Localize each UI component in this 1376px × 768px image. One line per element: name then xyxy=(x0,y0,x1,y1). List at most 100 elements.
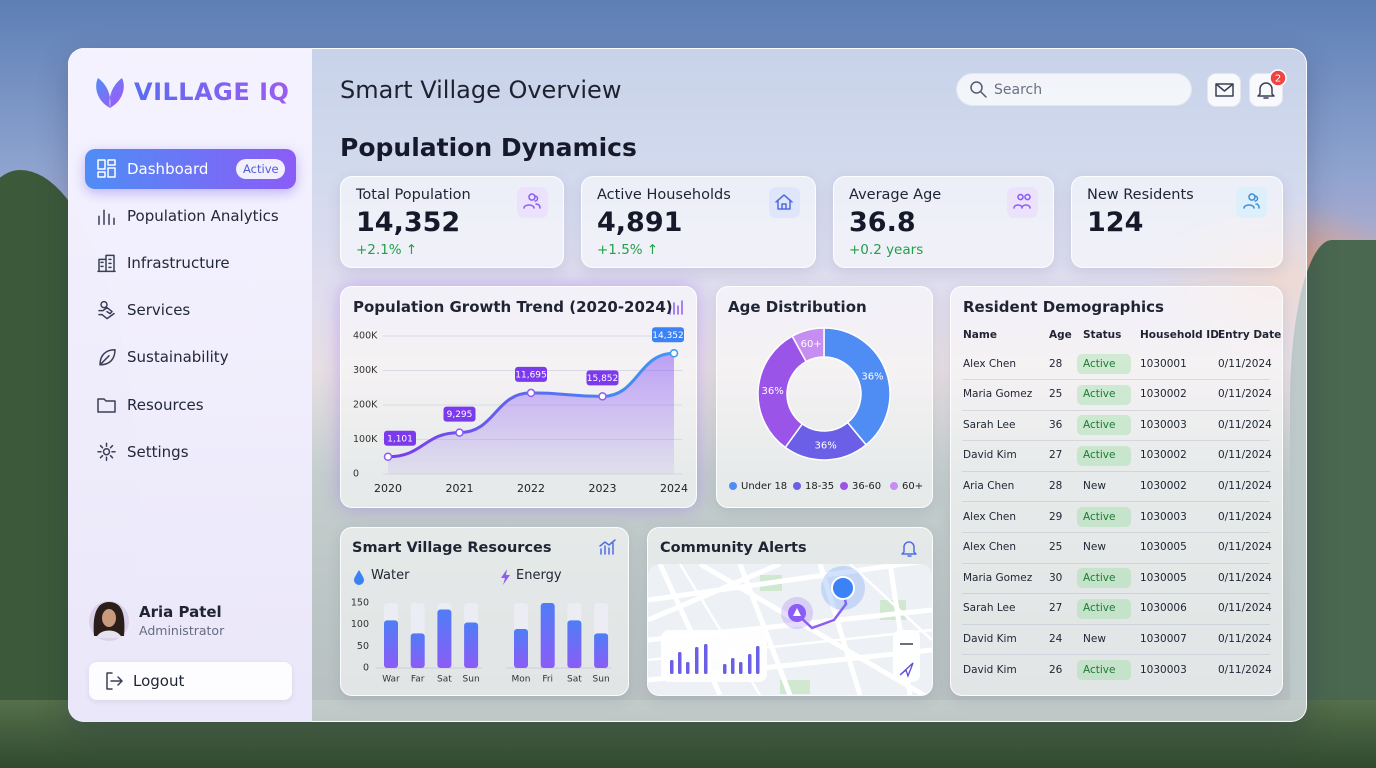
user-name: Aria Patel xyxy=(139,602,222,621)
annotation-bg xyxy=(586,370,619,386)
age-card xyxy=(716,286,933,508)
nav-item[interactable]: Services xyxy=(127,301,191,320)
nav-item[interactable]: Settings xyxy=(127,442,189,461)
nav-item[interactable]: Population Analytics xyxy=(127,206,279,225)
pin xyxy=(831,576,855,600)
table-card xyxy=(950,286,1283,696)
table-cell: 36 xyxy=(1049,418,1063,431)
nav-item[interactable]: Sustainability xyxy=(127,348,229,367)
kpi-icon xyxy=(1243,193,1260,209)
table-header: Age xyxy=(1049,328,1072,341)
table-cell: 0/11/2024 xyxy=(1218,510,1272,523)
brand: VILLAGE IQ xyxy=(134,75,289,109)
annotation-bg xyxy=(515,366,547,382)
x-tick-label: War xyxy=(382,675,400,685)
status-pill xyxy=(1077,415,1131,436)
nav-item[interactable]: Resources xyxy=(127,395,204,414)
table-cell: 25 xyxy=(1049,541,1063,554)
table-cell: Active xyxy=(1083,357,1116,370)
y-tick-label: 100 xyxy=(351,619,369,630)
mini-bar xyxy=(731,658,735,674)
slice-label: 36% xyxy=(861,372,883,383)
table-cell: 26 xyxy=(1049,663,1063,676)
annotation: 9,295 xyxy=(447,410,473,420)
status-pill xyxy=(1077,507,1131,527)
row-divider xyxy=(962,654,1270,656)
nav-icon xyxy=(97,442,116,461)
donut-slice xyxy=(823,327,891,446)
area xyxy=(388,353,674,474)
x-tick-label: 2021 xyxy=(446,482,474,495)
kpi-change: +0.2 years xyxy=(849,241,924,258)
zoom-control[interactable] xyxy=(893,630,920,682)
mini-bar xyxy=(686,662,690,674)
bar xyxy=(567,620,582,668)
table-cell: Maria Gomez xyxy=(963,571,1033,584)
row-divider xyxy=(962,623,1270,625)
nav-icon xyxy=(97,159,116,178)
table-cell: 29 xyxy=(1049,510,1063,523)
mini-bar xyxy=(739,662,743,674)
table-cell: David Kim xyxy=(963,449,1017,462)
bar xyxy=(437,609,452,668)
table-cell: 1030006 xyxy=(1140,602,1187,615)
nav-item[interactable]: Infrastructure xyxy=(127,253,230,272)
road xyxy=(698,564,932,695)
table-cell: Active xyxy=(1083,418,1116,431)
x-tick-label: Far xyxy=(411,675,425,685)
map xyxy=(648,564,932,695)
nav-item[interactable]: Dashboard xyxy=(127,159,209,178)
table-header: Name xyxy=(963,328,997,341)
road xyxy=(737,564,793,695)
x-tick-label: 2020 xyxy=(374,482,402,495)
road xyxy=(817,564,863,695)
road xyxy=(648,564,781,623)
table-cell: David Kim xyxy=(963,632,1017,645)
table-cell: 0/11/2024 xyxy=(1218,357,1272,370)
table-cell: 1030003 xyxy=(1140,663,1187,676)
mini-bar xyxy=(723,664,727,674)
table-cell: Alex Chen xyxy=(963,510,1017,523)
annotation: 15,852 xyxy=(587,374,619,384)
status-pill xyxy=(1077,384,1131,405)
table-cell: 27 xyxy=(1049,449,1063,462)
logout-label[interactable]: Logout xyxy=(133,671,185,690)
y-tick-label: 200K xyxy=(353,400,378,411)
x-tick-label: Sat xyxy=(437,675,452,685)
table-cell: 0/11/2024 xyxy=(1218,449,1272,462)
table-cell: 1030002 xyxy=(1140,388,1187,401)
slice-label: 36% xyxy=(761,386,783,397)
table-cell: Active xyxy=(1083,388,1116,401)
x-tick-label: 2023 xyxy=(589,482,617,495)
search-box[interactable] xyxy=(956,73,1192,106)
legend-label: Under 18 xyxy=(741,481,787,492)
y-tick-label: 400K xyxy=(353,331,378,342)
mini-bar xyxy=(678,652,682,674)
logout-button[interactable] xyxy=(89,662,292,700)
nav-badge-bg xyxy=(236,159,285,179)
annotation: 11,695 xyxy=(515,370,547,380)
legend-dot xyxy=(729,482,737,490)
legend-label: 60+ xyxy=(902,481,923,492)
table-cell: Active xyxy=(1083,663,1116,676)
legend-label: 18-35 xyxy=(805,481,834,492)
annotation-bg xyxy=(384,430,416,446)
mini-bar xyxy=(748,654,752,674)
bar xyxy=(384,620,398,668)
table-cell: 25 xyxy=(1049,388,1063,401)
table-cell: Sarah Lee xyxy=(963,418,1016,431)
nav-icon xyxy=(98,209,115,225)
annotation-bg xyxy=(652,327,684,343)
table-cell: Active xyxy=(1083,571,1116,584)
search-icon xyxy=(970,81,987,98)
row-divider xyxy=(962,593,1270,595)
status-pill xyxy=(1077,354,1131,374)
table-cell: 24 xyxy=(1049,632,1063,645)
donut-slice xyxy=(791,327,825,363)
table-cell: 28 xyxy=(1049,357,1063,370)
annotation-bg xyxy=(443,406,476,422)
y-tick-label: 300K xyxy=(353,365,378,376)
table-header: Status xyxy=(1083,328,1122,341)
y-tick-label: 0 xyxy=(353,469,359,480)
bar xyxy=(464,622,479,668)
